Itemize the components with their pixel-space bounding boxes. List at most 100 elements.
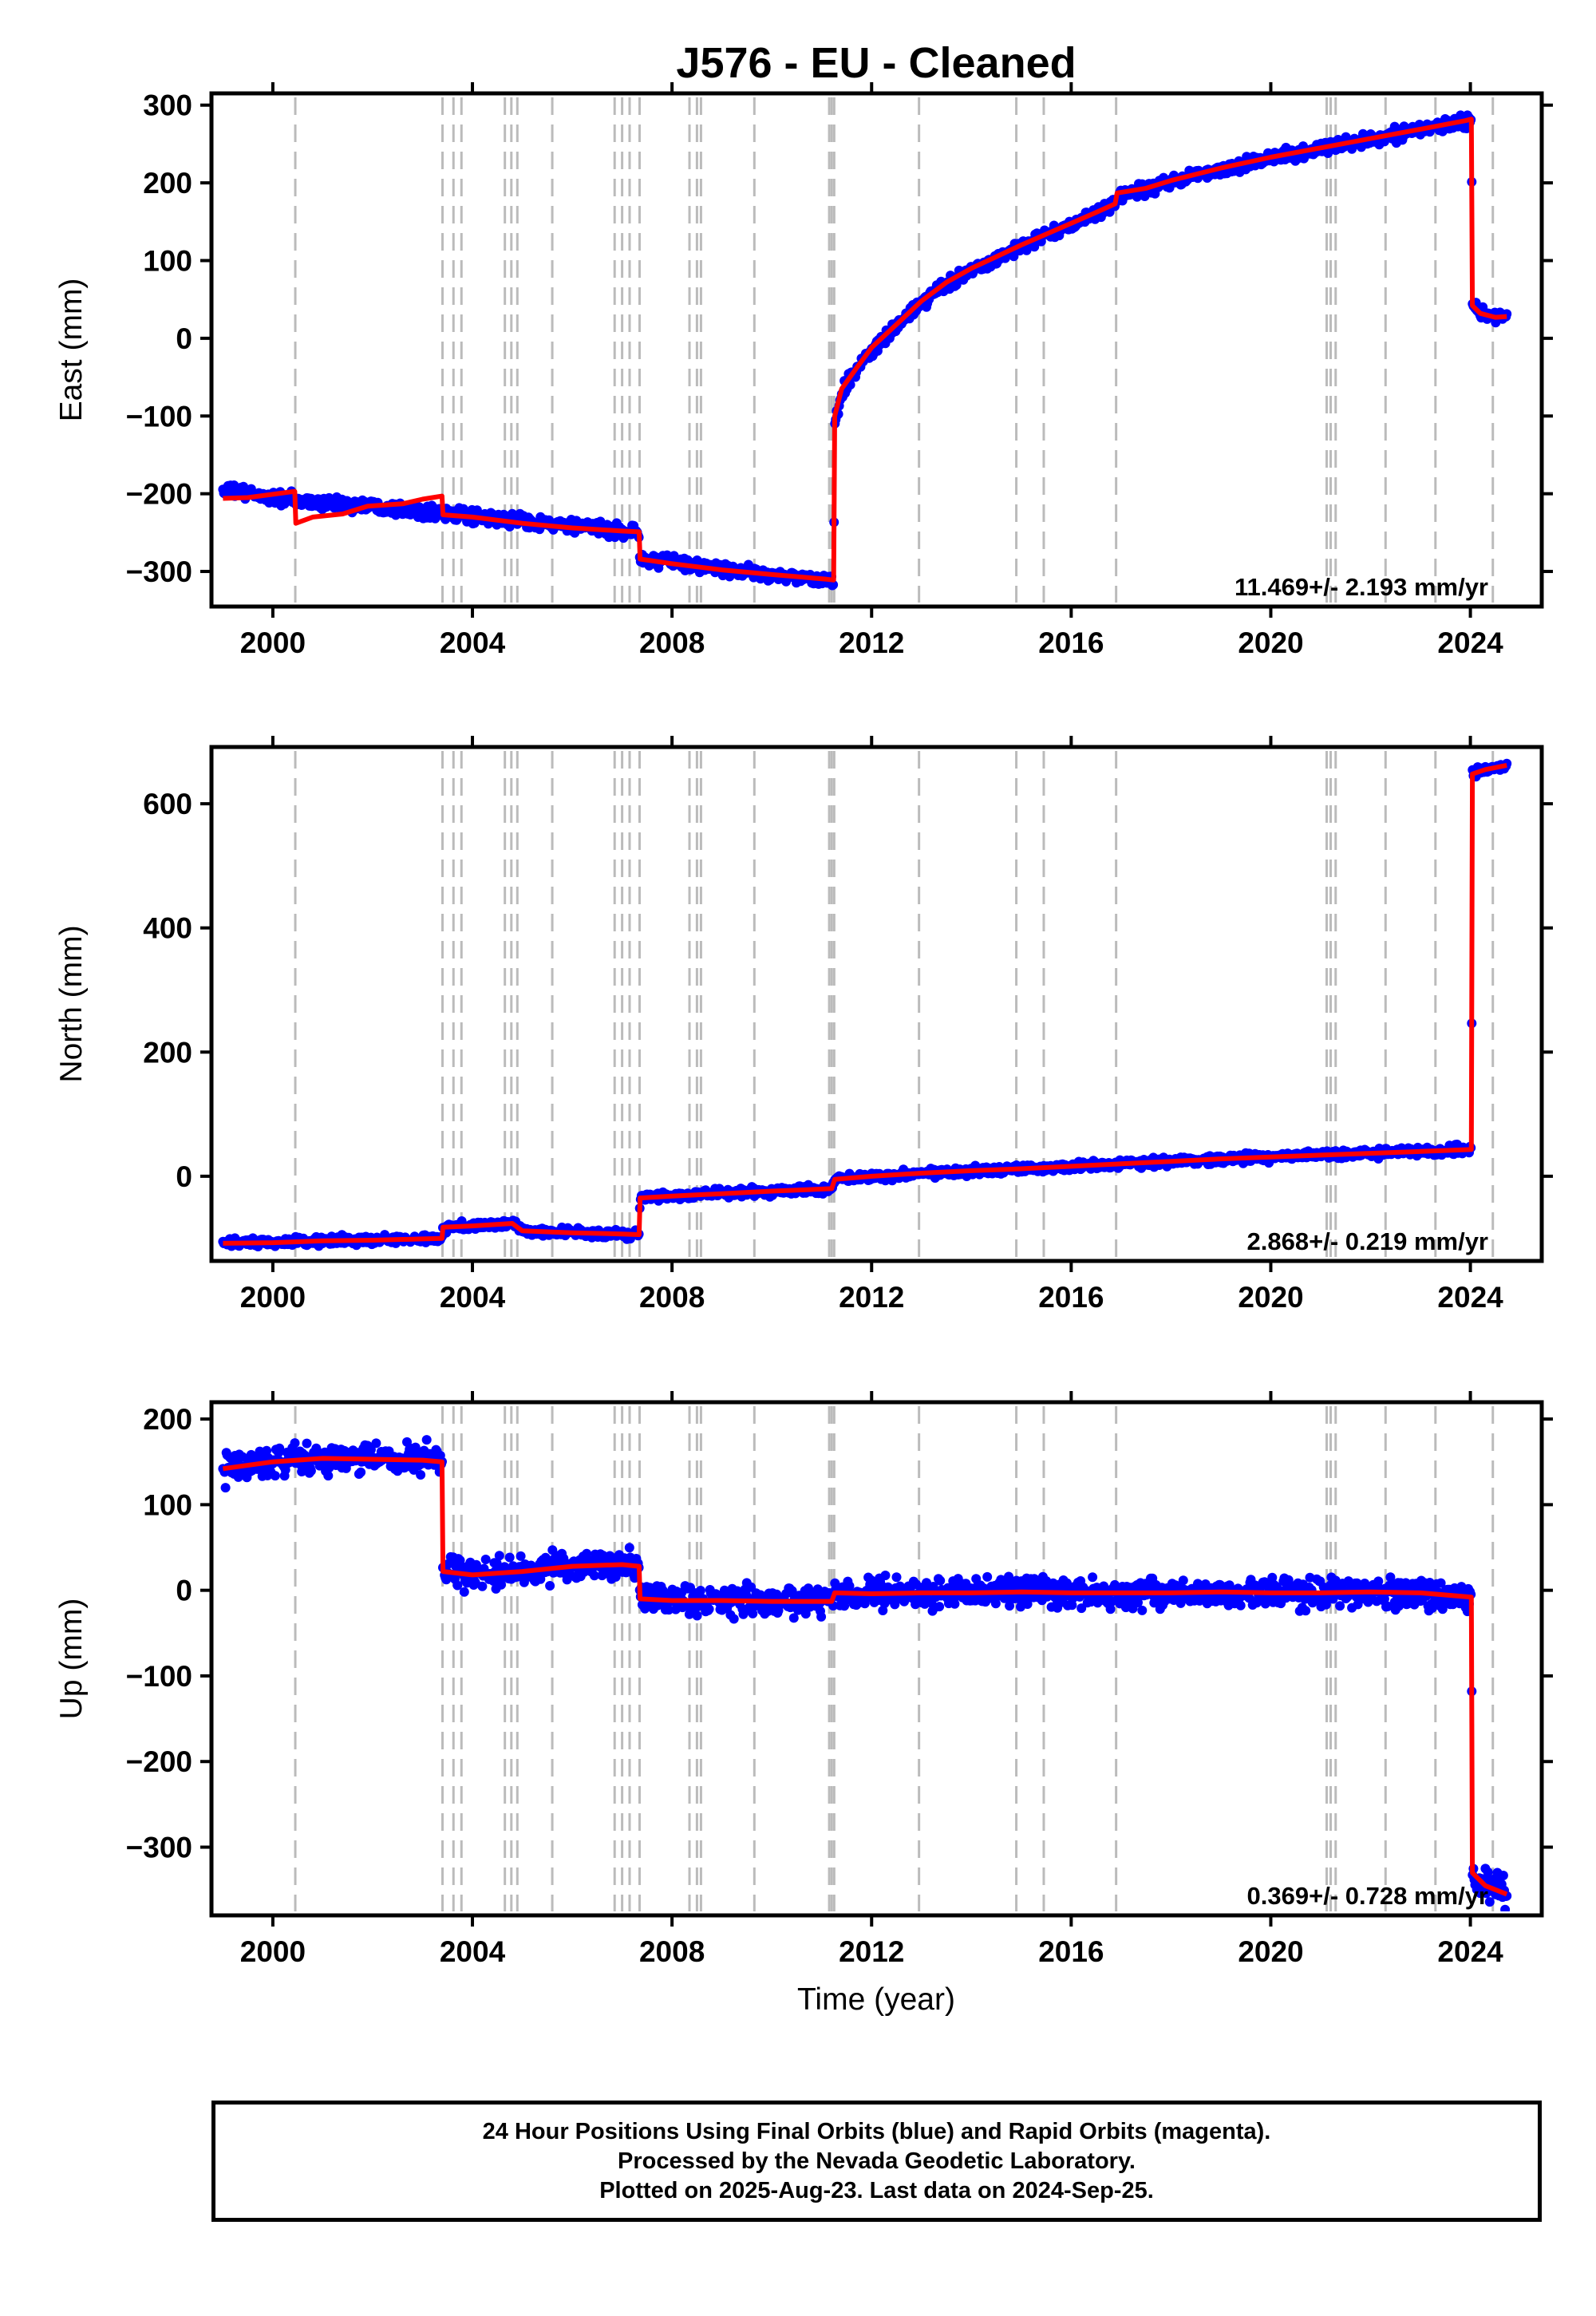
data-point-up [982,1571,993,1582]
data-point-up [402,1437,412,1447]
data-point-up [664,1605,674,1615]
y-tick-label-east: −300 [126,555,192,588]
data-point-up [589,1571,599,1581]
data-point-up [356,1467,366,1477]
footer-line-orbits: 24 Hour Positions Using Final Orbits (bl… [482,2118,1271,2144]
data-point-up [1379,1594,1389,1604]
data-point-up [624,1543,634,1553]
data-point-up [729,1614,739,1624]
data-point-up [1133,1598,1143,1607]
rate-label-east: 11.469+/- 2.193 mm/yr [1235,573,1488,601]
data-point-up [1383,1601,1393,1611]
model-line-north [223,762,1507,1246]
x-tick-label-east: 2004 [440,626,506,659]
data-point-up [365,1445,376,1455]
x-tick-label-up: 2024 [1437,1935,1503,1968]
data-point-up [1436,1578,1446,1588]
data-point-up [935,1575,946,1586]
data-point-up [1427,1603,1437,1613]
data-point-up [255,1446,265,1456]
x-tick-label-east: 2000 [240,626,306,659]
x-tick-label-east: 2016 [1038,626,1104,659]
data-point-up [535,1574,546,1584]
footer-line-plotted-date: Plotted on 2025-Aug-23. Last data on 202… [599,2177,1154,2203]
x-tick-label-up: 2000 [240,1935,306,1968]
data-point-up [1235,1600,1246,1611]
data-point-up [950,1599,960,1609]
data-point-up [891,1572,902,1583]
y-tick-label-up: −200 [126,1745,192,1778]
data-point-up [1105,1604,1116,1614]
data-point-up [290,1438,300,1448]
data-point-east [828,579,839,590]
x-tick-label-up: 2008 [639,1935,705,1968]
data-point-up [582,1548,592,1559]
model-line-east [223,117,1507,583]
x-tick-label-north: 2020 [1238,1281,1303,1314]
x-axis-label: Time (year) [797,1982,955,2017]
x-tick-label-north: 2008 [639,1281,705,1314]
data-point-up [220,1483,231,1493]
data-point-up [477,1581,488,1591]
data-point-up [880,1571,891,1580]
data-point-up [990,1599,1001,1609]
data-point-up [1353,1599,1363,1610]
y-tick-label-up: −300 [126,1832,192,1864]
data-point-up [275,1443,285,1453]
x-tick-label-east: 2008 [639,626,705,659]
y-axis-label-east: East (mm) [54,279,89,422]
data-point-up [1022,1599,1033,1609]
x-tick-label-up: 2020 [1238,1935,1303,1968]
x-tick-label-up: 2004 [440,1935,506,1968]
data-point-up [1484,1897,1495,1907]
data-point-up [323,1471,334,1481]
data-point-up [545,1581,555,1591]
panel-north-frame [209,745,1544,1263]
y-tick-label-up: 0 [176,1575,192,1607]
data-point-up [459,1587,469,1597]
data-point-up [416,1470,426,1480]
y-tick-label-up: 100 [143,1488,192,1521]
data-point-up [1301,1606,1311,1616]
y-tick-label-north: 400 [143,912,192,945]
y-tick-label-north: 0 [176,1160,192,1193]
data-point-up [302,1438,312,1448]
model-line-up [222,1456,1508,1897]
chart-title: J576 - EU - Cleaned [676,39,1076,87]
data-point-up [504,1552,515,1563]
data-point-up [1137,1605,1148,1615]
panel-up-data [218,1435,1512,1911]
y-tick-label-north: 200 [143,1036,192,1069]
data-point-east [1132,192,1142,202]
data-point-up [1005,1601,1015,1611]
data-point-up [800,1609,811,1619]
x-tick-label-north: 2012 [839,1281,904,1314]
data-point-up [695,1586,705,1595]
data-point-up [773,1606,784,1615]
y-tick-label-north: 600 [143,788,192,820]
y-axis-label-north: North (mm) [54,925,89,1082]
x-tick-label-east: 2020 [1238,626,1303,659]
y-tick-label-east: 200 [143,167,192,200]
data-point-up [1498,1871,1508,1880]
data-point-up [692,1611,702,1621]
data-point-up [1500,1904,1511,1911]
y-tick-label-east: −200 [126,478,192,511]
x-tick-label-up: 2016 [1038,1935,1104,1968]
footer-line-processed-by: Processed by the Nevada Geodetic Laborat… [618,2148,1136,2174]
x-tick-label-north: 2024 [1437,1281,1503,1314]
data-point-up [480,1555,491,1564]
data-point-up [788,1613,799,1623]
data-point-up [1483,1867,1493,1877]
y-tick-label-east: 0 [176,322,192,355]
x-tick-label-north: 2016 [1038,1281,1104,1314]
panel-up-frame [209,1400,1544,1918]
y-tick-label-east: 300 [143,89,192,122]
footer-caption-box: 24 Hour Positions Using Final Orbits (bl… [211,2101,1542,2222]
rate-label-north: 2.868+/- 0.219 mm/yr [1247,1227,1488,1255]
panel-east-data [218,110,1512,591]
data-point-up [306,1466,316,1476]
data-point-up [270,1471,280,1481]
